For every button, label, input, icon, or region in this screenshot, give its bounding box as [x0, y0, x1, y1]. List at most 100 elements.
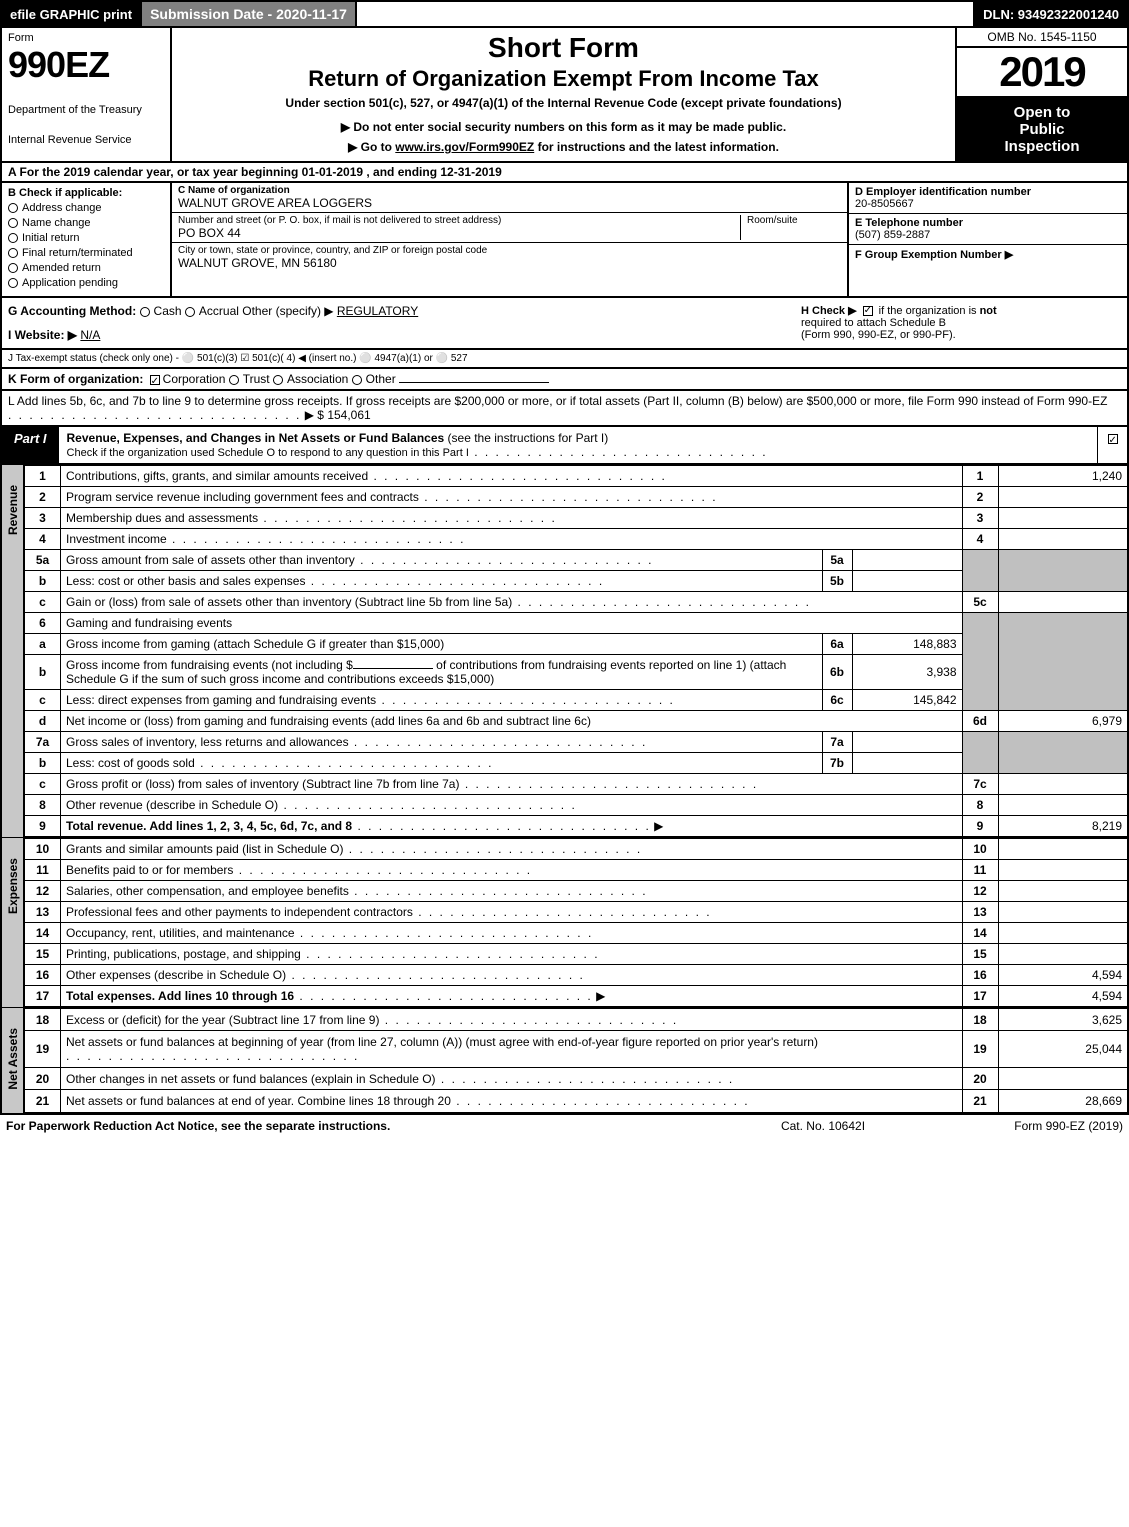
line-2: 2Program service revenue including gover…: [25, 487, 1129, 508]
website-val: N/A: [80, 328, 100, 342]
top-bar: efile GRAPHIC print Submission Date - 20…: [0, 0, 1129, 28]
addr-label: Number and street (or P. O. box, if mail…: [178, 215, 734, 226]
no-ssn-notice: ▶ Do not enter social security numbers o…: [176, 120, 951, 134]
line-8: 8Other revenue (describe in Schedule O)8: [25, 795, 1129, 816]
line-3: 3Membership dues and assessments3: [25, 508, 1129, 529]
revenue-tab: Revenue: [2, 465, 24, 838]
line-14: 14Occupancy, rent, utilities, and mainte…: [25, 923, 1129, 944]
section-h: H Check ▶ if the organization is not req…: [801, 304, 1121, 342]
goto-link[interactable]: www.irs.gov/Form990EZ: [395, 140, 534, 154]
chk-h[interactable]: [863, 306, 873, 316]
d-label: D Employer identification number: [855, 186, 1121, 198]
line-5a: 5aGross amount from sale of assets other…: [25, 550, 1129, 571]
dln: DLN: 93492322001240: [975, 2, 1127, 26]
line-16: 16Other expenses (describe in Schedule O…: [25, 965, 1129, 986]
city-label: City or town, state or province, country…: [178, 245, 841, 256]
header-right: OMB No. 1545-1150 2019 Open to Public In…: [957, 28, 1127, 161]
submission-date: Submission Date - 2020-11-17: [142, 2, 357, 26]
org-city: WALNUT GROVE, MN 56180: [178, 256, 841, 270]
chk-application-pending[interactable]: Application pending: [8, 277, 164, 289]
omb-number: OMB No. 1545-1150: [957, 28, 1127, 48]
chk-trust[interactable]: [229, 375, 239, 385]
net-assets-tab: Net Assets: [2, 1008, 24, 1114]
row-j: J Tax-exempt status (check only one) - ⚪…: [0, 350, 1129, 369]
under-section: Under section 501(c), 527, or 4947(a)(1)…: [176, 96, 951, 110]
dept-treasury: Department of the Treasury: [8, 104, 164, 116]
line-4: 4Investment income4: [25, 529, 1129, 550]
line-18: 18Excess or (deficit) for the year (Subt…: [25, 1009, 1129, 1031]
line-7a: 7aGross sales of inventory, less returns…: [25, 732, 1129, 753]
efile-print-button[interactable]: efile GRAPHIC print: [2, 2, 142, 26]
line-17: 17Total expenses. Add lines 10 through 1…: [25, 986, 1129, 1008]
open-public-badge: Open to Public Inspection: [957, 98, 1127, 161]
tax-year: 2019: [957, 48, 1127, 98]
page-footer: For Paperwork Reduction Act Notice, see …: [0, 1114, 1129, 1137]
part1-checkbox[interactable]: [1097, 427, 1127, 463]
row-g-h: G Accounting Method: Cash Accrual Other …: [0, 298, 1129, 350]
c-label: C Name of organization: [178, 185, 841, 196]
goto-post: for instructions and the latest informat…: [534, 140, 779, 154]
gross-receipts: 154,061: [327, 408, 370, 422]
chk-amended-return[interactable]: Amended return: [8, 262, 164, 274]
ein: 20-8505667: [855, 198, 1121, 210]
line-11: 11Benefits paid to or for members11: [25, 860, 1129, 881]
section-c: C Name of organization WALNUT GROVE AREA…: [172, 183, 847, 296]
chk-initial-return[interactable]: Initial return: [8, 232, 164, 244]
line-7c: cGross profit or (loss) from sales of in…: [25, 774, 1129, 795]
i-label: I Website: ▶: [8, 328, 77, 342]
topbar-spacer: [357, 2, 975, 26]
section-def: D Employer identification number 20-8505…: [847, 183, 1127, 296]
accounting-other-val: REGULATORY: [337, 304, 418, 318]
form-number: 990EZ: [8, 44, 164, 86]
line-15: 15Printing, publications, postage, and s…: [25, 944, 1129, 965]
revenue-section: Revenue 1Contributions, gifts, grants, a…: [0, 465, 1129, 838]
line-10: 10Grants and similar amounts paid (list …: [25, 839, 1129, 860]
chk-name-change[interactable]: Name change: [8, 217, 164, 229]
goto-pre: ▶ Go to: [348, 140, 395, 154]
line-9: 9Total revenue. Add lines 1, 2, 3, 4, 5c…: [25, 816, 1129, 838]
short-form-title: Short Form: [176, 32, 951, 64]
form-id-block: Form 990EZ Department of the Treasury In…: [2, 28, 172, 161]
line-6d: dNet income or (loss) from gaming and fu…: [25, 711, 1129, 732]
chk-cash[interactable]: [140, 307, 150, 317]
chk-address-change[interactable]: Address change: [8, 202, 164, 214]
row-a-tax-year: A For the 2019 calendar year, or tax yea…: [0, 163, 1129, 183]
room-label: Room/suite: [747, 215, 841, 226]
row-k: K Form of organization: Corporation Trus…: [0, 369, 1129, 391]
f-label: F Group Exemption Number ▶: [855, 248, 1121, 261]
line-6: 6Gaming and fundraising events: [25, 613, 1129, 634]
line-21: 21Net assets or fund balances at end of …: [25, 1090, 1129, 1113]
dept-irs: Internal Revenue Service: [8, 134, 164, 146]
telephone: (507) 859-2887: [855, 229, 1121, 241]
org-name: WALNUT GROVE AREA LOGGERS: [178, 196, 841, 210]
line-1: 1Contributions, gifts, grants, and simil…: [25, 466, 1129, 487]
g-label: G Accounting Method:: [8, 304, 136, 318]
chk-assoc[interactable]: [273, 375, 283, 385]
form-header: Form 990EZ Department of the Treasury In…: [0, 28, 1129, 163]
form-ref: Form 990-EZ (2019): [923, 1119, 1123, 1133]
goto-instructions: ▶ Go to www.irs.gov/Form990EZ for instru…: [176, 140, 951, 154]
chk-other-org[interactable]: [352, 375, 362, 385]
paperwork-notice: For Paperwork Reduction Act Notice, see …: [6, 1119, 723, 1133]
line-5c: cGain or (loss) from sale of assets othe…: [25, 592, 1129, 613]
line-20: 20Other changes in net assets or fund ba…: [25, 1068, 1129, 1090]
e-label: E Telephone number: [855, 217, 1121, 229]
expenses-tab: Expenses: [2, 838, 24, 1008]
line-19: 19Net assets or fund balances at beginni…: [25, 1031, 1129, 1068]
line-13: 13Professional fees and other payments t…: [25, 902, 1129, 923]
chk-final-return[interactable]: Final return/terminated: [8, 247, 164, 259]
cat-no: Cat. No. 10642I: [723, 1119, 923, 1133]
org-info-block: B Check if applicable: Address change Na…: [0, 183, 1129, 298]
part1-desc: Revenue, Expenses, and Changes in Net As…: [59, 427, 1097, 463]
return-title: Return of Organization Exempt From Incom…: [176, 66, 951, 92]
net-assets-section: Net Assets 18Excess or (deficit) for the…: [0, 1008, 1129, 1114]
chk-accrual[interactable]: [185, 307, 195, 317]
part1-label: Part I: [2, 427, 59, 463]
row-l: L Add lines 5b, 6c, and 7b to line 9 to …: [0, 391, 1129, 427]
part1-header: Part I Revenue, Expenses, and Changes in…: [0, 427, 1129, 465]
expenses-section: Expenses 10Grants and similar amounts pa…: [0, 838, 1129, 1008]
org-address: PO BOX 44: [178, 226, 734, 240]
section-b-header: B Check if applicable:: [8, 187, 164, 199]
section-b: B Check if applicable: Address change Na…: [2, 183, 172, 296]
chk-corp[interactable]: [150, 375, 160, 385]
